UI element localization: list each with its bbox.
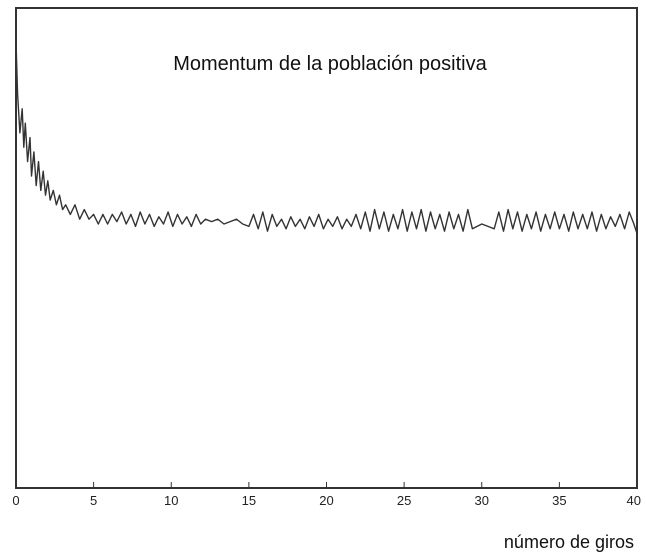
x-tick-label-40: 40: [627, 493, 641, 508]
x-tick-label-35: 35: [552, 493, 566, 508]
x-axis-ticks: 0 5 10 15 20 25 30 35 40: [12, 482, 641, 508]
chart-title: Momentum de la población positiva: [173, 53, 487, 75]
x-tick-label-0: 0: [12, 493, 19, 508]
x-tick-label-10: 10: [164, 493, 178, 508]
plot-area-frame: [15, 7, 638, 489]
x-axis-label: número de giros: [504, 532, 634, 552]
x-tick-label-20: 20: [319, 493, 333, 508]
series-group: [15, 41, 638, 234]
x-tick-label-5: 5: [90, 493, 97, 508]
x-tick-label-25: 25: [397, 493, 411, 508]
x-tick-label-30: 30: [475, 493, 489, 508]
x-tick-label-15: 15: [242, 493, 256, 508]
series-line-0: [15, 41, 638, 234]
